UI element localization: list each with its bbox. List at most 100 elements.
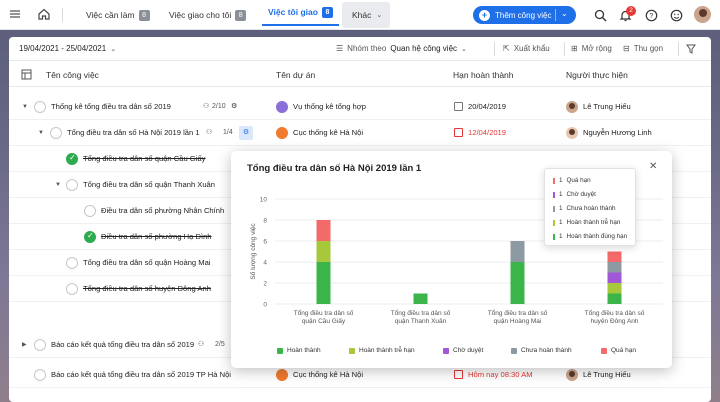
chevron-down-icon[interactable]: ⌄ xyxy=(561,9,568,18)
add-task-label: Thêm công việc xyxy=(495,10,552,20)
project-icon xyxy=(276,127,288,139)
y-tick-label: 10 xyxy=(260,197,268,204)
expand-button[interactable]: ⊞ Mở rộng xyxy=(571,44,612,53)
help-icon[interactable]: ? xyxy=(643,7,659,23)
column-header-assignee[interactable]: Người thực hiện xyxy=(566,70,628,80)
tab-label: Việc cần làm xyxy=(86,10,135,20)
project-icon xyxy=(276,101,288,113)
search-icon[interactable] xyxy=(592,7,608,23)
subtask-icon: ⚇ xyxy=(206,129,213,136)
task-checkbox[interactable] xyxy=(34,339,46,351)
table-row[interactable]: ▼ Tổng điều tra dân số Hà Nội 2019 lần 1… xyxy=(9,120,711,146)
task-name[interactable]: Tổng điều tra dân số Hà Nội 2019 lần 1 xyxy=(67,128,200,137)
bar-segment xyxy=(607,272,622,283)
column-header-deadline[interactable]: Hạn hoàn thành xyxy=(453,70,514,80)
emoji-icon[interactable] xyxy=(668,7,684,23)
tooltip-label: Quá hạn xyxy=(566,177,591,184)
legend-swatch xyxy=(277,347,283,354)
y-axis-label: Số lượng công việc xyxy=(248,223,257,280)
chart-tooltip: 1 Quá hạn 1 Chờ duyệt 1 Chưa hoàn thành … xyxy=(544,168,636,246)
group-icon: ☰ xyxy=(336,44,344,53)
add-task-button[interactable]: + Thêm công việc ⌄ xyxy=(473,6,576,24)
x-tick-label: quận Cầu Giấy xyxy=(302,316,346,325)
notification-badge: 2 xyxy=(626,6,636,16)
project-name[interactable]: Vụ thống kê tổng hợp xyxy=(293,102,366,111)
task-name[interactable]: Tổng điều tra dân số huyện Đông Anh xyxy=(83,284,211,293)
bar-segment xyxy=(316,220,331,241)
task-name[interactable]: Báo cáo kết quả tổng điều tra dân số 201… xyxy=(51,340,195,349)
task-checkbox[interactable] xyxy=(66,179,78,191)
chevron-down-icon: ⌄ xyxy=(110,45,117,53)
home-icon[interactable] xyxy=(36,6,52,22)
legend-item[interactable]: Quá hạn xyxy=(601,347,636,354)
date-range-picker[interactable]: 19/04/2021 - 25/04/2021 ⌄ xyxy=(19,44,116,53)
assignee-name: Lê Trung Hiếu xyxy=(583,370,631,379)
legend-item[interactable]: Chờ duyệt xyxy=(443,347,483,354)
tooltip-row: 1 Chờ duyệt xyxy=(553,191,596,198)
x-tick-label: Tổng điều tra dân số xyxy=(294,308,354,317)
legend-swatch xyxy=(443,347,449,354)
menu-icon[interactable] xyxy=(8,7,22,21)
expand-icon: ⊞ xyxy=(571,44,578,53)
x-tick-label: Tổng điều tra dân số xyxy=(391,308,451,317)
project-name[interactable]: Cục thống kê Hà Nội xyxy=(293,128,364,137)
table-settings-icon[interactable] xyxy=(21,64,32,86)
avatar xyxy=(566,369,578,381)
tooltip-label: Hoàn thành trễ hạn xyxy=(566,219,621,226)
tooltip-label: Chờ duyệt xyxy=(566,191,596,198)
close-icon[interactable]: ✕ xyxy=(649,161,658,172)
project-name[interactable]: Cục thống kê Hà Nội xyxy=(293,370,364,379)
legend-item[interactable]: Chưa hoàn thành xyxy=(511,347,572,354)
table-row[interactable]: Báo cáo kết quả tổng điều tra dân số 201… xyxy=(9,362,711,388)
task-checkbox-checked[interactable] xyxy=(66,153,78,165)
bar-segment xyxy=(510,241,525,262)
legend-label: Hoàn thành trễ hạn xyxy=(359,347,415,354)
assignee-name: Nguyễn Hương Linh xyxy=(583,128,652,137)
task-name[interactable]: Điều tra dân số phường Hạ Đình xyxy=(101,232,212,241)
task-name[interactable]: Thống kê tổng điều tra dân số 2019 xyxy=(51,102,171,111)
caret-right-icon[interactable]: ▶ xyxy=(22,342,27,348)
legend-item[interactable]: Hoàn thành trễ hạn xyxy=(349,347,415,354)
filter-icon[interactable] xyxy=(686,44,696,54)
task-name[interactable]: Báo cáo kết quả tổng điều tra dân số 201… xyxy=(51,370,231,379)
subtask-count: 1/4 xyxy=(223,129,233,136)
svg-text:?: ? xyxy=(649,13,653,20)
y-tick-label: 6 xyxy=(263,239,267,246)
legend-item[interactable]: Hoàn thành xyxy=(277,347,321,354)
chevron-down-icon: ⌄ xyxy=(376,12,383,19)
caret-down-icon[interactable]: ▼ xyxy=(22,104,28,110)
tooltip-value: 1 xyxy=(559,177,563,184)
chart-icon[interactable]: ⚙ xyxy=(239,126,253,140)
tab-viec-toi-giao[interactable]: Việc tôi giao 8 xyxy=(262,0,339,26)
task-name[interactable]: Tổng điều tra dân số quận Thanh Xuân xyxy=(83,180,216,189)
column-header-task[interactable]: Tên công việc xyxy=(46,70,99,80)
calendar-icon xyxy=(454,370,463,379)
chart-icon[interactable]: ⚙ xyxy=(231,103,238,110)
tab-khac[interactable]: Khác ⌄ xyxy=(342,2,390,28)
bar-segment xyxy=(316,262,331,304)
x-tick-label: Tổng điều tra dân số xyxy=(585,308,645,317)
legend-label: Hoàn thành xyxy=(287,347,321,354)
export-button[interactable]: ⇱ Xuất khẩu xyxy=(503,44,550,53)
task-checkbox[interactable] xyxy=(66,283,78,295)
tooltip-value: 1 xyxy=(559,205,563,212)
task-checkbox[interactable] xyxy=(34,369,46,381)
task-name[interactable]: Tổng điều tra dân số quận Cầu Giấy xyxy=(83,154,206,163)
task-checkbox[interactable] xyxy=(34,101,46,113)
user-avatar[interactable] xyxy=(694,6,711,23)
task-name[interactable]: Điều tra dân số phường Nhân Chính xyxy=(101,206,225,215)
task-name[interactable]: Tổng điều tra dân số quận Hoàng Mai xyxy=(83,258,211,267)
group-by-select[interactable]: ☰ Nhóm theo Quan hệ công việc ⌄ xyxy=(336,44,467,53)
tab-viec-giao-cho-toi[interactable]: Việc giao cho tôi 8 xyxy=(163,4,252,26)
task-checkbox[interactable] xyxy=(84,205,96,217)
task-checkbox[interactable] xyxy=(50,127,62,139)
task-checkbox-checked[interactable] xyxy=(84,231,96,243)
table-row[interactable]: ▼ Thống kê tổng điều tra dân số 2019 ⚇ 2… xyxy=(9,94,711,120)
caret-down-icon[interactable]: ▼ xyxy=(38,130,44,136)
collapse-button[interactable]: ⊟ Thu gọn xyxy=(623,44,663,53)
tab-viec-can-lam[interactable]: Việc cần làm 8 xyxy=(80,4,156,26)
deadline: 20/04/2019 xyxy=(468,102,507,111)
caret-down-icon[interactable]: ▼ xyxy=(55,182,61,188)
column-header-project[interactable]: Tên dự án xyxy=(276,70,316,80)
task-checkbox[interactable] xyxy=(66,257,78,269)
